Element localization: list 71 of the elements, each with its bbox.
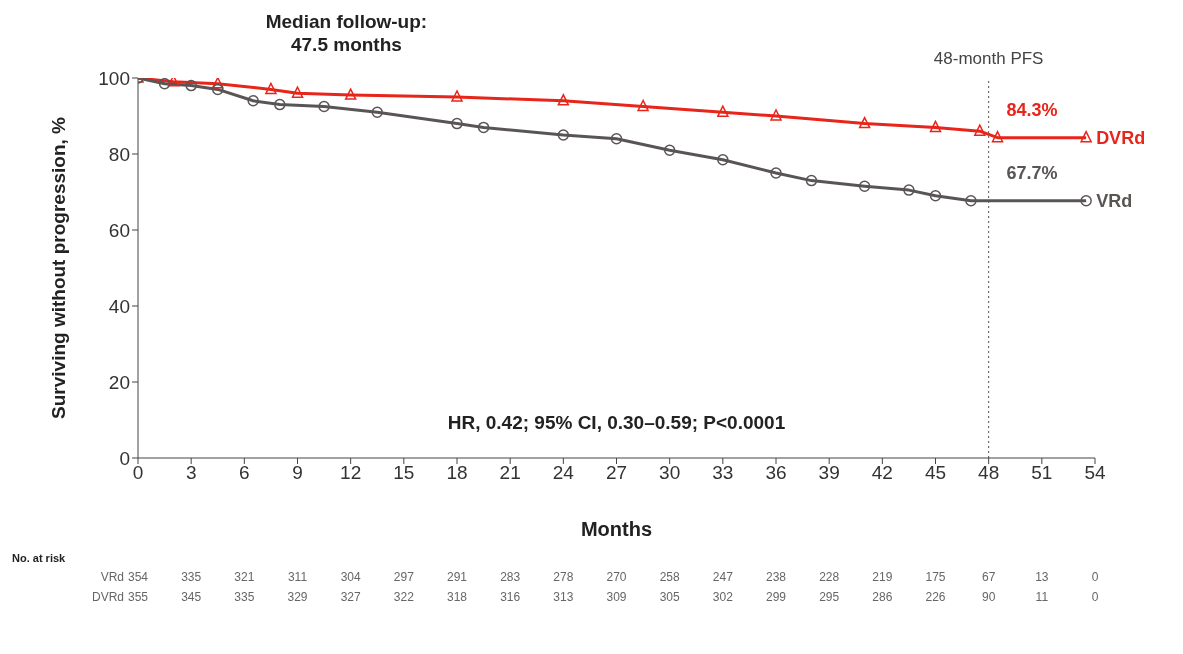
x-tick-label: 12 [340, 462, 362, 484]
point [858, 180, 871, 193]
x-tick-label: 54 [1084, 462, 1106, 484]
y-tick-label: 20 [108, 371, 130, 393]
point [477, 121, 490, 134]
point [637, 99, 649, 112]
x-tick-label: 3 [185, 462, 197, 484]
x-tick-label: 18 [446, 462, 468, 484]
x-tick-label: 33 [712, 462, 734, 484]
x-tick-label: 51 [1031, 462, 1053, 484]
point [274, 98, 286, 111]
y-axis-title: Surviving without progression, % [47, 116, 69, 419]
point [610, 133, 623, 145]
point [557, 129, 570, 141]
x-tick-label: 42 [871, 462, 893, 484]
y-tick-label: 60 [108, 219, 130, 241]
point [451, 90, 463, 102]
x-tick-label: 6 [239, 462, 250, 484]
point [344, 88, 357, 100]
point [318, 100, 330, 113]
annotation: 84.3% [1006, 99, 1058, 121]
point [770, 109, 782, 121]
x-tick-label: 24 [552, 462, 575, 484]
point [903, 184, 915, 196]
point [929, 120, 942, 133]
point [991, 130, 1004, 143]
point [663, 144, 676, 156]
x-tick-label: 15 [393, 462, 415, 484]
x-tick-label: 9 [292, 462, 303, 484]
point [291, 86, 304, 98]
point [212, 83, 224, 96]
point [929, 190, 942, 202]
point [265, 82, 277, 95]
x-tick-label: 39 [818, 462, 840, 484]
point [158, 78, 171, 90]
point [770, 167, 782, 179]
ref-line-label: 48-month PFS [933, 49, 1044, 68]
point [451, 117, 463, 130]
point [185, 79, 197, 92]
point [717, 153, 729, 166]
series-label: DVRd [1096, 127, 1146, 148]
text: DVRd 355 345 335 329 327 322 318 316 313 309 305 302 299 295 286 226 90 11 0 [91, 590, 1099, 604]
point [557, 94, 570, 106]
y-tick-label: 40 [108, 295, 130, 317]
x-tick-label: 48 [978, 462, 1000, 484]
x-tick-label: 45 [924, 462, 947, 484]
series-label: VRd [1096, 190, 1133, 211]
point [1080, 130, 1092, 143]
point [1080, 194, 1092, 207]
annotation: HR, 0.42; 95% CI, 0.30–0.59; P<0.0001 [446, 412, 787, 435]
x-tick-label: 30 [659, 462, 681, 484]
y-tick-label: 100 [98, 67, 130, 89]
x-tick-label: 21 [499, 462, 521, 484]
text: No. at risk [12, 552, 66, 564]
x-tick-label: 0 [132, 462, 144, 484]
point [247, 95, 259, 107]
x-tick-label: 27 [605, 462, 628, 484]
chart-title: Median follow-up: 47.5 months [264, 10, 429, 56]
y-tick-label: 0 [119, 447, 130, 469]
point [974, 124, 986, 136]
text: VRd 354 335 321 311 304 297 291 283 278 270 258 247 238 228 219 175 67 13 0 [100, 570, 1099, 584]
point [805, 174, 818, 187]
y-tick-label: 80 [108, 143, 130, 165]
annotation: 67.7% [1006, 162, 1058, 184]
x-axis-title: Months [580, 518, 653, 540]
point [717, 105, 729, 117]
point [965, 194, 977, 207]
x-tick-label: 36 [765, 462, 787, 484]
point [212, 78, 224, 89]
point [371, 106, 383, 118]
point [858, 116, 871, 129]
